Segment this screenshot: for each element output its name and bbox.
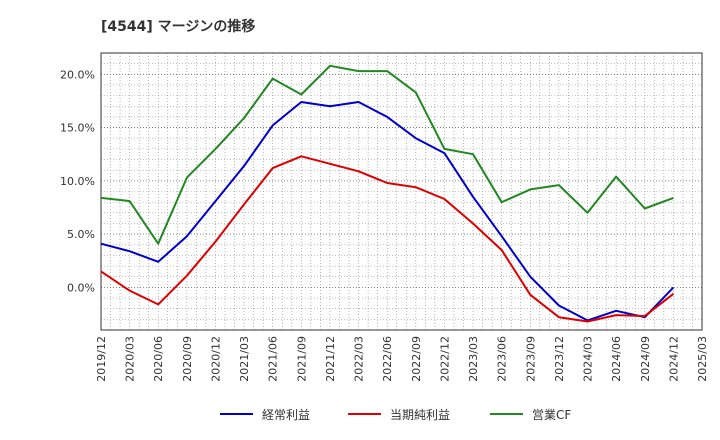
x-tick-label: 2021/12 [324, 336, 337, 382]
x-tick-label: 2020/12 [209, 336, 222, 382]
legend-label: 営業CF [532, 408, 571, 422]
y-tick-label: 20.0% [60, 68, 95, 81]
chart-title: [4544] マージンの推移 [101, 18, 255, 35]
x-tick-label: 2021/03 [238, 336, 251, 382]
y-axis: 0.0% 5.0% 10.0% 15.0% 20.0% [60, 68, 95, 294]
x-tick-label: 2020/09 [181, 336, 194, 382]
x-tick-label: 2024/03 [582, 336, 595, 382]
x-tick-label: 2023/09 [524, 336, 537, 382]
x-tick-label: 2024/06 [610, 336, 623, 382]
x-tick-label: 2023/12 [553, 336, 566, 382]
legend-label: 当期純利益 [390, 408, 450, 422]
x-tick-label: 2022/09 [410, 336, 423, 382]
x-tick-label: 2020/03 [124, 336, 137, 382]
x-tick-label: 2020/06 [152, 336, 165, 382]
x-tick-label: 2022/03 [353, 336, 366, 382]
x-tick-label: 2023/06 [496, 336, 509, 382]
x-tick-label: 2024/09 [639, 336, 652, 382]
x-tick-label: 2022/12 [438, 336, 451, 382]
y-tick-label: 10.0% [60, 175, 95, 188]
x-tick-label: 2023/03 [467, 336, 480, 382]
y-tick-label: 5.0% [67, 228, 95, 241]
y-tick-label: 15.0% [60, 122, 95, 135]
x-axis: 2019/12 2020/03 2020/06 2020/09 2020/12 2021/… [95, 336, 709, 382]
x-tick-label: 2021/06 [267, 336, 280, 382]
series-line [100, 101, 675, 322]
x-tick-label: 2019/12 [95, 336, 108, 382]
x-tick-label: 2021/09 [295, 336, 308, 382]
legend: 経常利益 当期純利益 営業CF [220, 408, 571, 422]
x-tick-label: 2025/03 [696, 336, 709, 382]
y-tick-label: 0.0% [67, 281, 95, 294]
plot-area [100, 52, 703, 331]
legend-label: 経常利益 [262, 408, 310, 422]
series-line [100, 155, 675, 323]
series-line [100, 64, 674, 245]
series-group [100, 64, 675, 323]
grid [100, 52, 703, 331]
x-tick-label: 2022/06 [381, 336, 394, 382]
x-tick-label: 2024/12 [667, 336, 680, 382]
